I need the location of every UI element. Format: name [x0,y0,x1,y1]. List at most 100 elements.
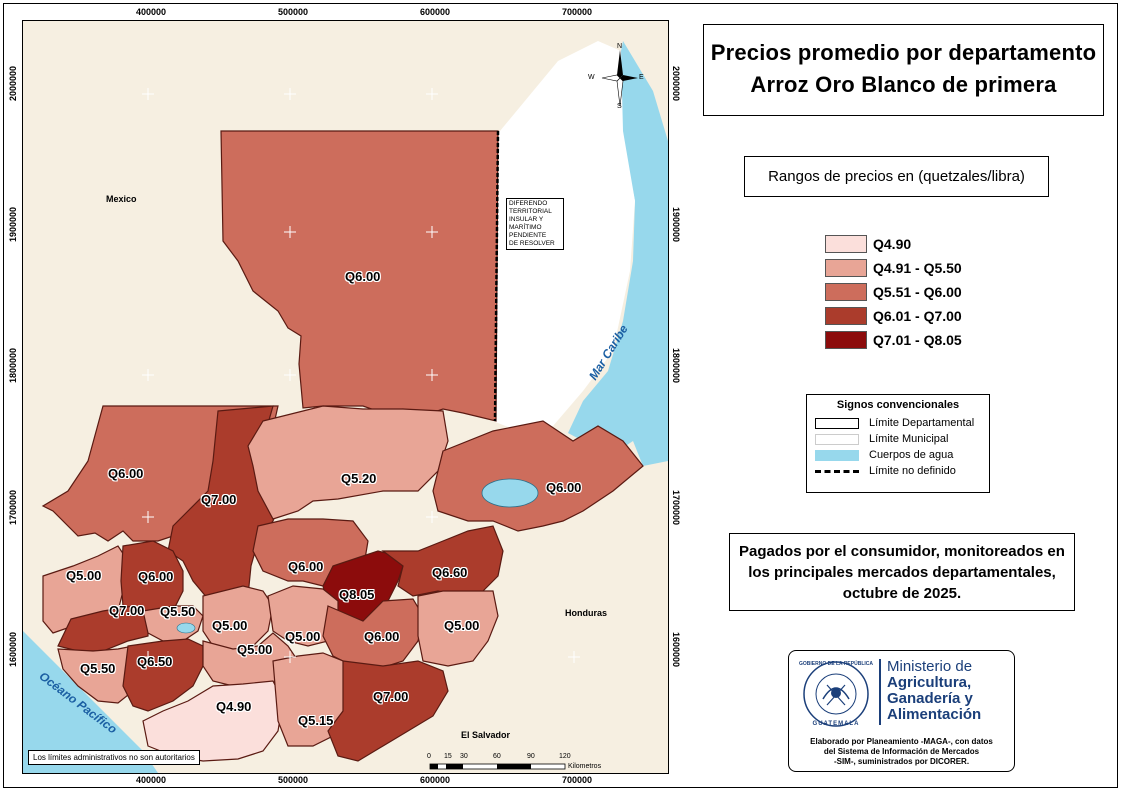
department-price-label: Q6.60 [432,565,468,580]
dispute-note-line: TERRITORIAL [509,208,552,215]
department-price-label: Q5.50 [160,604,196,619]
country-label-mexico: Mexico [106,194,137,204]
lake-izabal-shape [481,478,539,508]
compass-e-label: E [639,74,644,81]
seal-bottom-text: GUATEMALA [812,721,860,727]
department-shape[interactable] [417,590,499,667]
department-price-label: Q5.00 [285,629,321,644]
credit-line: -SIM-, suministrados por DICORER. [833,757,970,766]
department-price-label: Q7.00 [109,603,145,618]
department-shape[interactable] [57,605,149,652]
department-price-label: Q7.00 [373,689,409,704]
x-tick-bottom: 500000 [278,775,309,785]
x-tick-bottom: 700000 [562,775,593,785]
department-shape[interactable] [202,585,274,652]
y-tick-left: 1900000 [8,207,18,243]
x-tick-top: 400000 [136,7,167,17]
dispute-note-line: DIFERENDO [509,200,548,207]
pacific-ocean-shape [23,631,158,773]
department-price-label: Q4.90 [216,699,252,714]
scale-tick-label: 120 [559,753,571,760]
disclaimer-box: Los límites administrativos no son autor… [28,750,200,765]
y-tick-right: 1600000 [671,632,681,668]
department-price-label: Q6.00 [364,629,400,644]
legend-label: Q5.51 - Q6.00 [873,284,962,300]
sign-item: Límite Departamental [815,415,981,431]
undefined-border-swatch [815,469,859,473]
sign-label: Cuerpos de agua [869,449,954,461]
price-legend: Q4.90 Q4.91 - Q5.50 Q5.51 - Q6.00 Q6.01 … [825,232,962,352]
compass-rose [601,50,638,107]
note-box: Pagados por el consumidor, monitoreados … [729,533,1075,611]
department-shape[interactable] [247,405,449,520]
legend-item: Q4.90 [825,232,962,256]
scale-bar [429,763,566,770]
dispute-note-line: MARÍTIMO [509,224,542,231]
scale-unit-label: Kilometros [568,763,602,770]
department-price-label: Q6.50 [137,654,173,669]
sign-label: Límite Departamental [869,417,975,429]
department-price-label: Q5.15 [298,713,334,728]
signs-title: Signos convencionales [836,399,960,411]
department-price-label: Q5.00 [237,642,273,657]
legend-item: Q4.91 - Q5.50 [825,256,962,280]
department-price-label: Q5.00 [66,568,102,583]
compass-s-label: S [617,103,622,110]
lake-atitlan-shape [176,622,196,634]
x-tick-bottom: 600000 [420,775,451,785]
credit-line: del Sistema de Información de Mercados [823,747,980,756]
scale-tick-label: 60 [493,753,501,760]
undefined-border-line [493,130,500,422]
y-tick-left: 1800000 [8,348,18,384]
note-line: octubre de 2025. [842,585,962,602]
x-tick-top: 600000 [420,7,451,17]
sign-item: Límite Municipal [815,431,981,447]
logo-ministerio: Ministerio de [887,658,973,675]
department-price-label: Q6.00 [138,569,174,584]
legend-item: Q7.01 - Q8.05 [825,328,962,352]
map-title: Precios promedio por departamento [710,40,1097,65]
dispute-note-line: PENDIENTE [509,232,547,239]
map-svg [23,41,668,773]
department-border-swatch [815,417,859,429]
y-tick-left: 1600000 [8,632,18,668]
legend-label: Q4.90 [873,236,912,252]
department-shape[interactable] [381,525,504,597]
water-swatch [815,449,859,461]
legend-label: Q6.01 - Q7.00 [873,308,962,324]
department-price-label: Q5.00 [212,618,248,633]
department-shape[interactable] [327,660,449,762]
sign-item: Límite no definido [815,463,981,479]
note-line: Pagados por el consumidor, monitoreados … [739,543,1065,560]
department-price-label: Q5.20 [341,471,377,486]
note-line: los principales mercados departamentales… [748,564,1056,581]
compass-w-label: W [588,74,595,81]
scale-tick-label: 15 [444,753,452,760]
scale-tick-label: 0 [427,753,431,760]
y-tick-right: 1900000 [671,207,681,243]
department-price-label: Q5.00 [444,618,480,633]
map-panel: N S E W Mexico Honduras El Salvador Mar … [22,20,669,774]
seal-top-text: GOBIERNO DE LA REPÚBLICA [799,661,873,667]
caribbean-sea-shape [568,41,668,773]
legend-swatch [825,331,867,349]
logo-line-agricultura: Agricultura, [887,674,972,691]
scale-tick-label: 90 [527,753,535,760]
sign-label: Límite no definido [869,465,956,477]
range-title: Rangos de precios en (quetzales/libra) [744,156,1049,197]
department-price-label: Q6.00 [345,269,381,284]
credit-text: Elaborado por Planeamiento -MAGA-, con d… [793,737,1010,767]
y-tick-right: 1800000 [671,348,681,384]
dispute-note: DIFERENDO TERRITORIAL INSULAR Y MARÍTIMO… [506,198,564,250]
department-price-label: Q6.00 [546,480,582,495]
department-price-label: Q8.05 [339,587,375,602]
compass-n-label: N [617,43,623,50]
department-price-label: Q6.00 [108,466,144,481]
department-shape[interactable] [322,598,424,670]
y-tick-left: 2000000 [8,66,18,102]
logo-line-ganaderia: Ganadería y [887,690,973,707]
legend-label: Q4.91 - Q5.50 [873,260,962,276]
department-shape[interactable] [432,420,644,532]
legend-item: Q6.01 - Q7.00 [825,304,962,328]
dispute-note-line: INSULAR Y [509,216,544,223]
